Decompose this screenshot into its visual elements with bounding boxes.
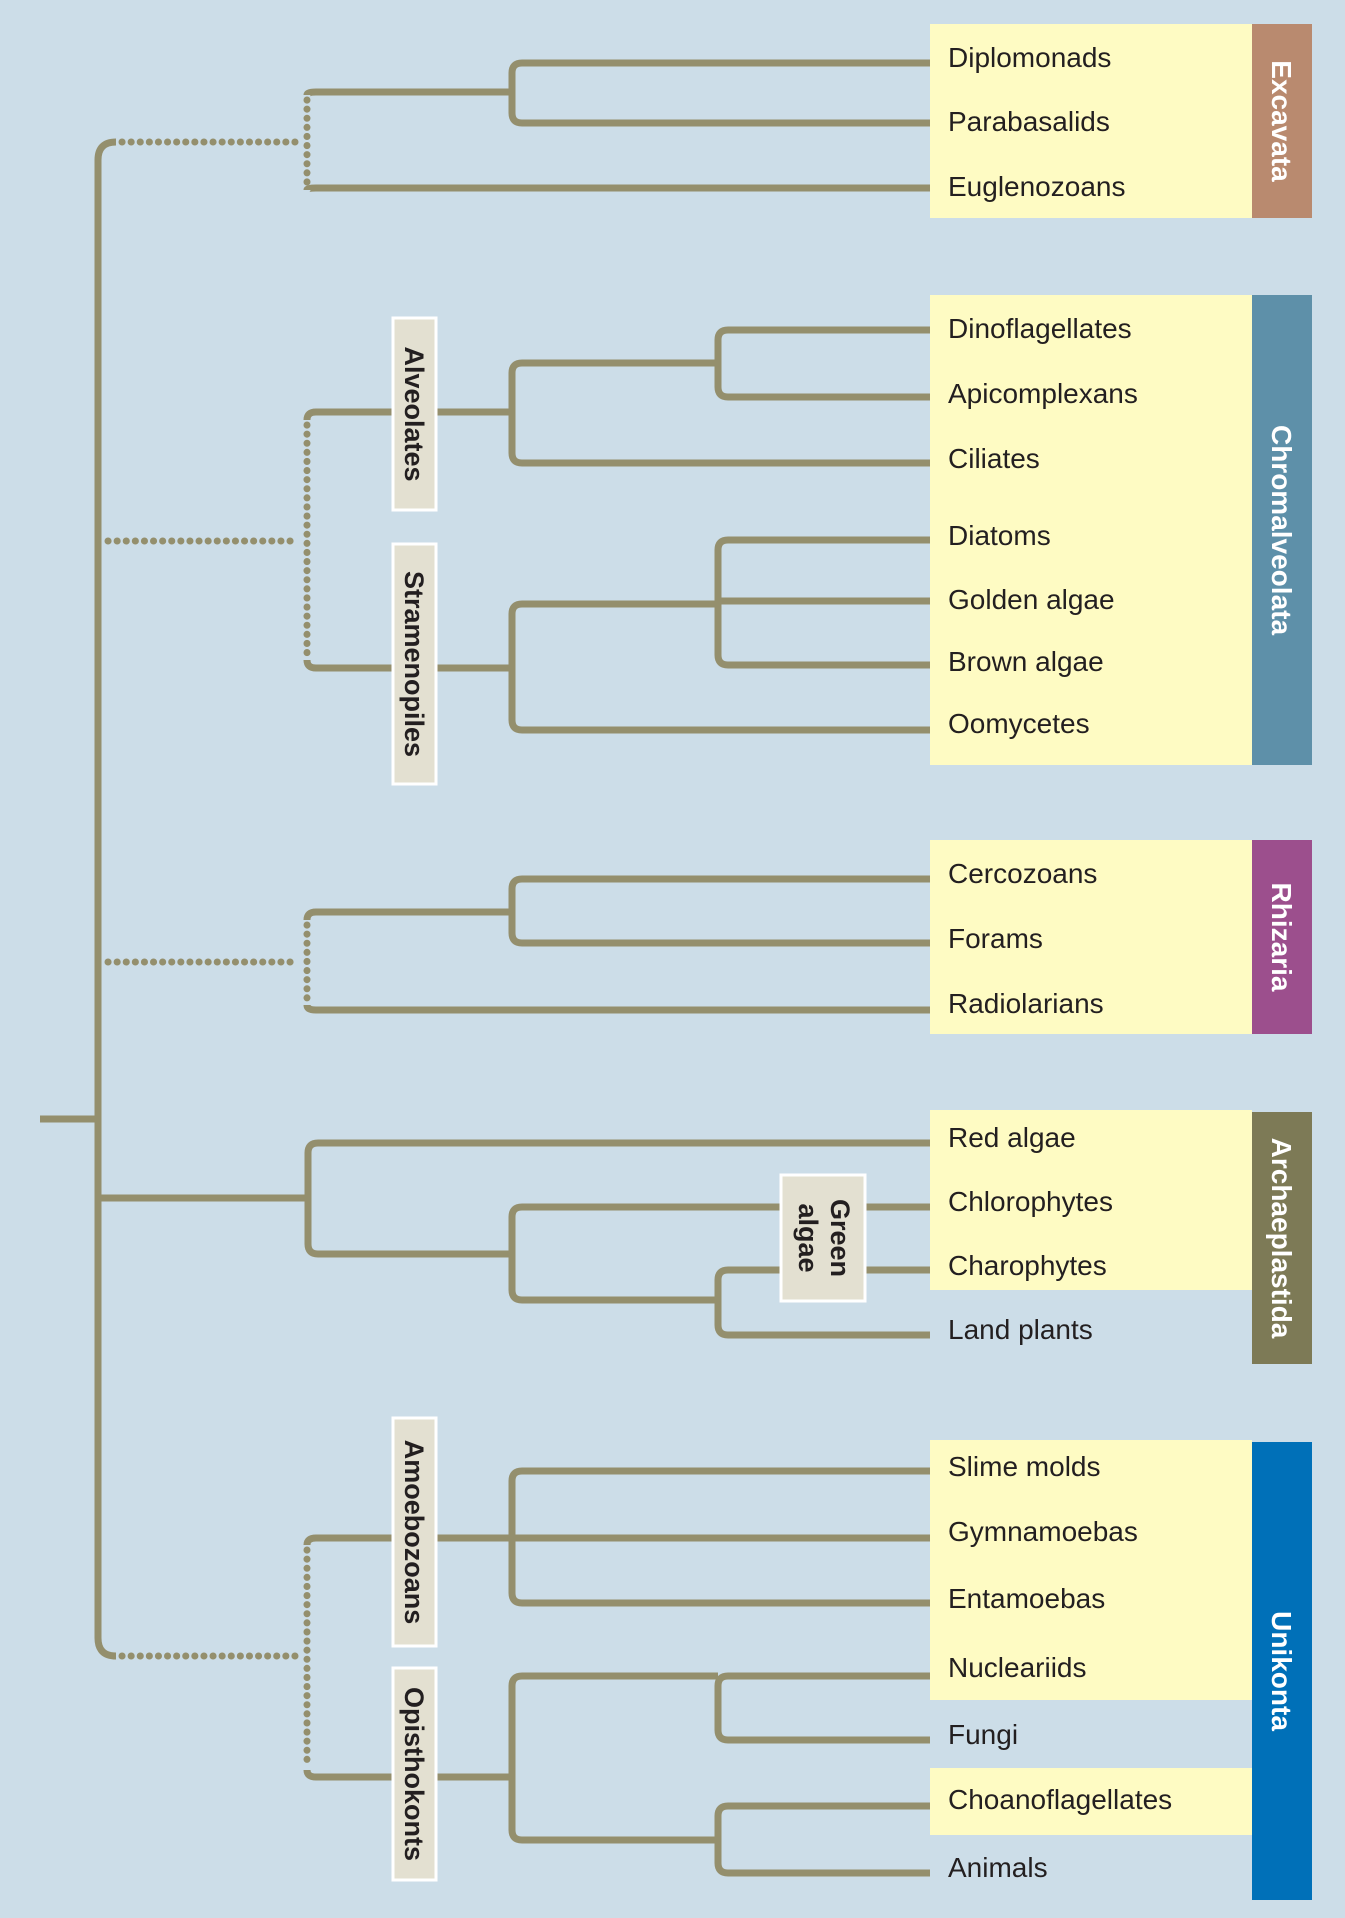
amoebozoans-stem xyxy=(303,1534,930,1546)
clade-box-opisthokonts xyxy=(391,1666,438,1882)
taxon-label: Cercozoans xyxy=(948,858,1097,889)
taxon-label: Animals xyxy=(948,1852,1048,1883)
alveolates-stem xyxy=(303,408,512,421)
nucleariid-fungi-branch xyxy=(714,1672,930,1744)
clade-label-opisthokonts: Opisthokonts xyxy=(399,1687,429,1861)
euglenozoans-branch xyxy=(303,184,930,193)
cerco-foram-branch xyxy=(508,875,930,947)
root-bottom-curve xyxy=(94,1637,117,1660)
stramenopiles-branch xyxy=(508,600,930,734)
taxon-label: Nucleariids xyxy=(948,1652,1087,1683)
taxon-label: Dinoflagellates xyxy=(948,313,1132,344)
green-branch xyxy=(508,1203,930,1304)
taxon-label: Choanoflagellates xyxy=(948,1784,1172,1815)
unikonta-highlight-2 xyxy=(930,1768,1252,1835)
taxon-label: Forams xyxy=(948,923,1043,954)
tree-branches xyxy=(40,59,930,1877)
amoebozoans-branch xyxy=(508,1467,930,1607)
taxon-label: Diatoms xyxy=(948,520,1051,551)
taxon-label: Diplomonads xyxy=(948,42,1111,73)
clade-label-stramenopiles: Stramenopiles xyxy=(399,571,429,757)
taxon-label: Red algae xyxy=(948,1122,1076,1153)
alveolates-branch xyxy=(508,359,930,467)
charo-land-branch xyxy=(714,1266,930,1339)
group-label-excavata: Excavata xyxy=(1266,60,1297,182)
taxon-label: Land plants xyxy=(948,1314,1093,1345)
chromalveolata-highlight xyxy=(930,295,1252,765)
clade-box-stramenopiles xyxy=(391,542,438,786)
taxon-label: Oomycetes xyxy=(948,708,1090,739)
group-bar-unikonta xyxy=(1252,1442,1312,1900)
clade-label-amoebozoans: Amoebozoans xyxy=(399,1440,429,1625)
excavata-highlight xyxy=(930,24,1252,218)
group-bar-rhizaria xyxy=(1252,840,1312,1034)
red-algae-branch xyxy=(304,1139,930,1258)
clade-label-alveolates: Alveolates xyxy=(399,346,429,481)
opisthokonts-stem xyxy=(303,1769,512,1781)
diplo-parabasalid-branch xyxy=(508,59,930,127)
taxon-label: Parabasalids xyxy=(948,106,1110,137)
opisthokonts-branch xyxy=(508,1672,718,1844)
group-label-rhizaria: Rhizaria xyxy=(1266,883,1297,992)
group-label-unikonta: Unikonta xyxy=(1266,1611,1297,1731)
taxon-label: Ciliates xyxy=(948,443,1040,474)
taxon-label: Apicomplexans xyxy=(948,378,1138,409)
taxon-label: Gymnamoebas xyxy=(948,1516,1138,1547)
taxon-label: Entamoebas xyxy=(948,1583,1105,1614)
dino-apico-branch xyxy=(714,326,930,401)
uncertain-branches xyxy=(104,96,311,1769)
clade-box-green-algae xyxy=(779,1173,867,1303)
excavata-branch-a xyxy=(303,88,512,97)
taxon-label: Brown algae xyxy=(948,646,1104,677)
taxon-label: Slime molds xyxy=(948,1451,1100,1482)
group-bar-chromalveolata xyxy=(1252,295,1312,765)
choano-animal-branch xyxy=(714,1802,930,1877)
root-top-curve xyxy=(94,138,117,161)
group-label-archaeplastida: Archaeplastida xyxy=(1266,1138,1297,1339)
clade-box-amoebozoans xyxy=(391,1416,438,1648)
taxon-label: Chlorophytes xyxy=(948,1186,1113,1217)
taxon-label: Radiolarians xyxy=(948,988,1104,1019)
taxon-label: Fungi xyxy=(948,1719,1018,1750)
rhizaria-highlight xyxy=(930,840,1252,1034)
group-bar-excavata xyxy=(1252,24,1312,218)
radiolarians-branch xyxy=(303,1004,930,1014)
group-bars xyxy=(1252,24,1312,1900)
taxon-highlights xyxy=(930,24,1252,1835)
clade-labels: Alveolates Stramenopiles Green algae Amo… xyxy=(391,316,867,1882)
taxon-label: Golden algae xyxy=(948,584,1115,615)
stramenopiles-stem xyxy=(303,659,512,672)
taxon-label: Charophytes xyxy=(948,1250,1107,1281)
clade-label-green-algae-line1: Green xyxy=(825,1199,855,1277)
clade-box-alveolates xyxy=(391,316,438,512)
taxon-labels: Diplomonads Parabasalids Euglenozoans Di… xyxy=(948,42,1172,1883)
archaeplastida-highlight xyxy=(930,1110,1252,1290)
group-labels: Excavata Chromalveolata Rhizaria Archaep… xyxy=(1266,60,1297,1731)
group-bar-archaeplastida xyxy=(1252,1112,1312,1364)
unikonta-highlight-1 xyxy=(930,1440,1252,1700)
group-label-chromalveolata: Chromalveolata xyxy=(1266,425,1297,635)
clade-label-green-algae-line2: algae xyxy=(793,1203,823,1272)
taxon-label: Euglenozoans xyxy=(948,171,1125,202)
rhizaria-branch-a xyxy=(303,908,512,921)
